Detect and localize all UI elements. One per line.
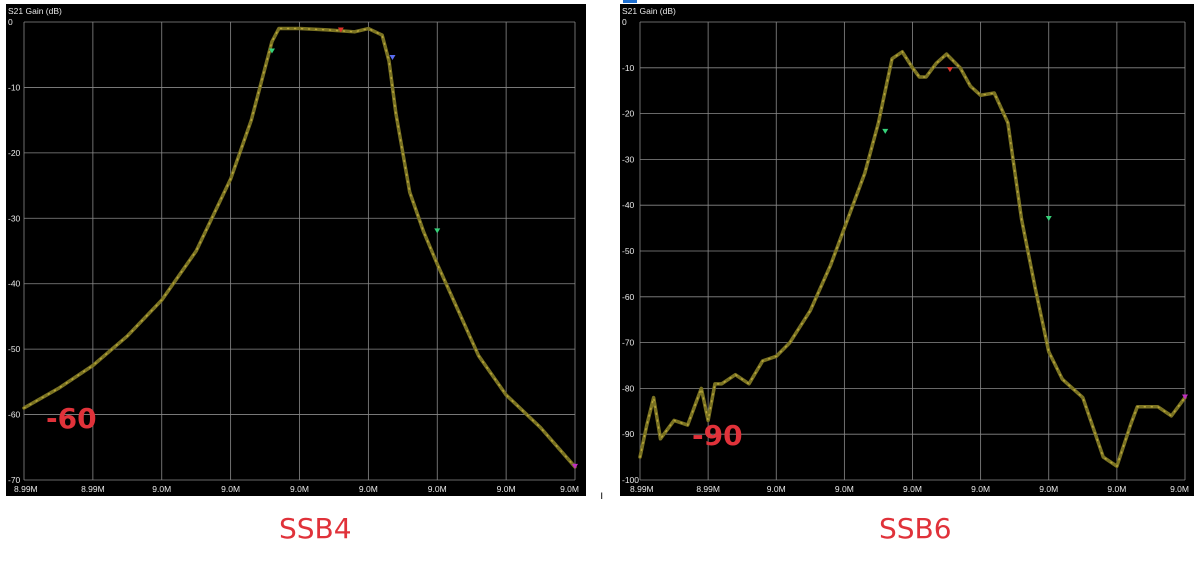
x-tick-label: 9.0M: [835, 484, 854, 494]
chart-ssb4: S21 Gain (dB)0-10-20-30-40-50-60-708.99M…: [8, 6, 579, 494]
y-tick-label: -10: [622, 63, 635, 73]
y-tick-label: -30: [622, 154, 635, 164]
x-tick-label: 9.0M: [497, 484, 516, 494]
y-tick-label: -80: [622, 383, 635, 393]
x-tick-label: 9.0M: [359, 484, 378, 494]
marker-point: [572, 463, 578, 469]
y-tick-label: -70: [8, 475, 21, 485]
chart-ssb6: S21 Gain (dB)0 -10 -20 -30 -40 -50 -60 -70 -80 -9…: [622, 6, 1189, 494]
x-tick-label: 8.99M: [14, 484, 38, 494]
y-tick-label: -20: [8, 148, 21, 158]
y-tick-label: 0: [622, 17, 627, 27]
y-tick-label: -20: [622, 109, 635, 119]
stray-mark: ı: [600, 488, 604, 502]
chart-panel-ssb4: S21 Gain (dB) 0 -10 -20 -30 -40 -50 -60 -70 8.99M…: [6, 4, 586, 496]
x-tick-label: 8.99M: [696, 484, 720, 494]
marker-point: [389, 54, 396, 60]
y-tick-label: -100: [622, 475, 639, 485]
chart-annotation: -90: [692, 419, 743, 452]
marker-point: [946, 67, 953, 73]
y-axis-title: S21 Gain (dB): [622, 6, 676, 16]
y-tick-label: 0: [8, 17, 13, 27]
y-tick-label: -50: [8, 344, 21, 354]
x-tick-label: 9.0M: [971, 484, 990, 494]
chart-caption-ssb6: SSB6: [879, 512, 952, 545]
marker-point: [882, 128, 889, 134]
y-tick-label: -10: [8, 82, 21, 92]
x-tick-label: 9.0M: [152, 484, 171, 494]
y-tick-label: -30: [8, 213, 21, 223]
y-tick-label: -70: [622, 338, 635, 348]
chart-panel-ssb6: S21 Gain (dB) 0 -10 -20 -30 -40 -50 -60 -70 -80 -9…: [620, 4, 1194, 496]
x-tick-label: 8.99M: [630, 484, 654, 494]
x-tick-label: 8.99M: [81, 484, 105, 494]
marker-point: [1182, 394, 1188, 400]
y-tick-label: -50: [622, 246, 635, 256]
window-accent-bar: [623, 0, 637, 3]
y-tick-label: -40: [8, 279, 21, 289]
x-tick-label: 9.0M: [767, 484, 786, 494]
marker-point: [434, 228, 441, 234]
y-tick-label: -40: [622, 200, 635, 210]
chart-annotation: -60: [46, 402, 97, 435]
marker-point: [337, 27, 344, 33]
x-tick-label: 9.0M: [1107, 484, 1126, 494]
y-tick-label: -90: [622, 429, 635, 439]
x-tick-label: 9.0M: [290, 484, 309, 494]
y-axis-title: S21 Gain (dB): [8, 6, 62, 16]
y-tick-label: -60: [622, 292, 635, 302]
x-tick-label: 9.0M: [1039, 484, 1058, 494]
x-tick-label: 9.0M: [221, 484, 240, 494]
marker-point: [268, 48, 275, 54]
y-tick-label: -60: [8, 410, 21, 420]
chart-caption-ssb4: SSB4: [279, 512, 352, 545]
series-line-dots: [639, 50, 1186, 468]
x-tick-label: 9.0M: [903, 484, 922, 494]
series-line-dots: [23, 27, 576, 468]
x-tick-label: 9.0M: [1170, 484, 1189, 494]
x-tick-label: 9.0M: [428, 484, 447, 494]
x-tick-label: 9.0M: [560, 484, 579, 494]
marker-point: [1045, 215, 1052, 221]
